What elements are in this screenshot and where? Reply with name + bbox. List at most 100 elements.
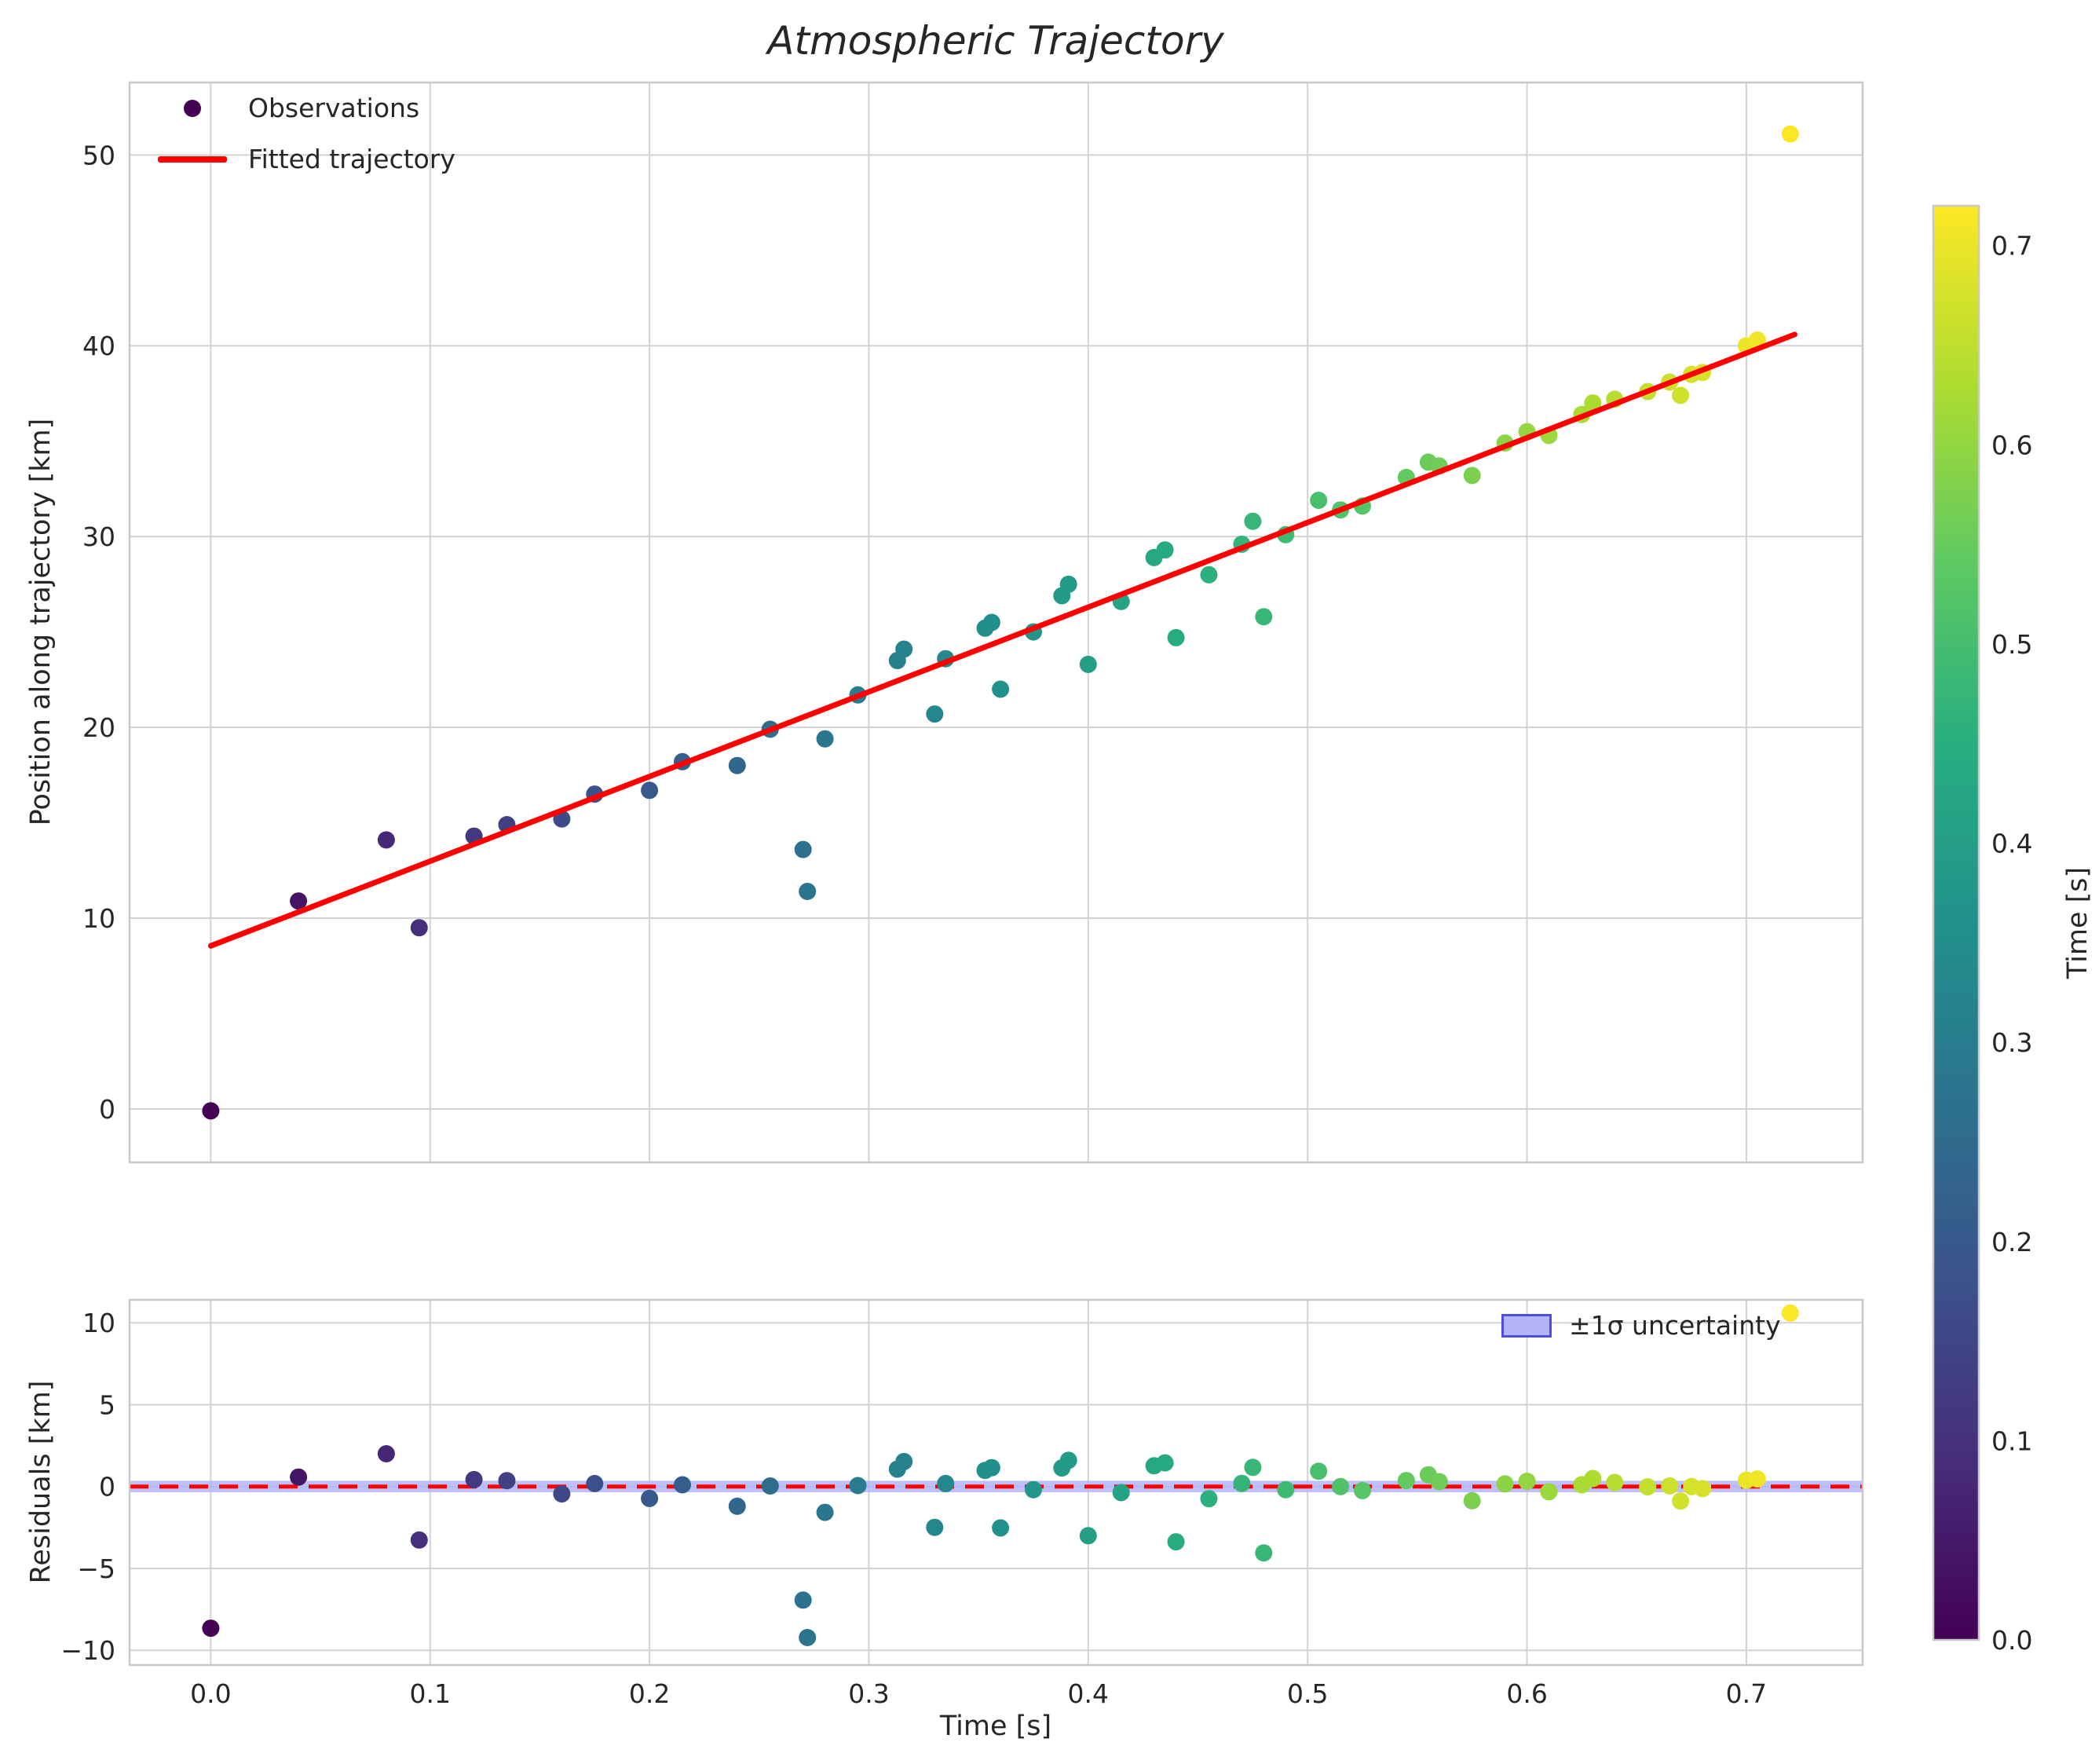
y-tick-label: 5: [99, 1390, 115, 1421]
colorbar-tick-label: 0.0: [1991, 1625, 2032, 1656]
residual-point: [728, 1497, 746, 1515]
x-tick-label: 0.3: [848, 1678, 889, 1709]
legend-main: Observations Fitted trajectory: [157, 93, 455, 174]
legend-item-fitted-trajectory: Fitted trajectory: [157, 144, 455, 174]
residual-point: [1233, 1474, 1251, 1492]
legend-item-observations: Observations: [157, 93, 455, 123]
observation-point: [926, 705, 944, 723]
residual-point: [1255, 1544, 1273, 1562]
residual-point: [377, 1445, 395, 1462]
observation-point: [992, 680, 1010, 698]
y-tick-label: 40: [82, 331, 115, 361]
residual-point: [1059, 1451, 1077, 1469]
residual-point: [982, 1458, 1000, 1477]
x-tick-label: 0.6: [1506, 1678, 1547, 1709]
residual-point: [1156, 1454, 1174, 1472]
residual-point: [1748, 1470, 1766, 1488]
observation-point: [816, 730, 834, 748]
residual-point: [1332, 1477, 1350, 1495]
residual-point: [674, 1476, 691, 1494]
residual-point: [465, 1470, 483, 1488]
residual-point: [1584, 1469, 1602, 1488]
observation-point: [641, 781, 659, 800]
residual-point: [202, 1619, 220, 1638]
residual-point: [1694, 1480, 1712, 1498]
residual-point: [937, 1474, 955, 1492]
fitted-line-icon: [158, 156, 227, 163]
observation-point: [1255, 608, 1273, 626]
observation-point: [895, 640, 913, 658]
residual-point: [1463, 1491, 1481, 1510]
residual-point: [641, 1489, 659, 1507]
residual-point: [290, 1468, 308, 1486]
residual-point: [992, 1519, 1010, 1537]
residual-point: [761, 1477, 779, 1495]
fitted-trajectory-line: [207, 331, 1797, 949]
legend-label-fitted-trajectory: Fitted trajectory: [248, 144, 455, 174]
y-tick-label: 10: [82, 903, 115, 934]
residual-point: [1606, 1473, 1624, 1491]
colorbar-tick-label: 0.2: [1991, 1227, 2032, 1257]
residual-point: [1112, 1484, 1130, 1502]
residual-point: [553, 1485, 571, 1503]
residual-point: [1639, 1478, 1657, 1496]
legend-marker-box: [157, 156, 228, 163]
observation-point: [1781, 125, 1799, 143]
x-tick-label: 0.7: [1726, 1678, 1767, 1709]
residual-point: [799, 1629, 817, 1646]
residual-point: [1781, 1304, 1799, 1322]
residual-point: [586, 1474, 604, 1492]
chart-title: Atmospheric Trajectory: [767, 18, 1224, 64]
legend-label-observations: Observations: [248, 93, 420, 123]
observation-point: [377, 831, 395, 849]
residual-point: [1079, 1527, 1097, 1545]
y-tick-label: −5: [77, 1554, 115, 1584]
colorbar-tick-label: 0.3: [1991, 1027, 2032, 1058]
residual-point: [816, 1503, 834, 1521]
y-tick-label: 10: [82, 1308, 115, 1338]
y-tick-label: −10: [60, 1635, 115, 1666]
legend-label-uncertainty: ±1σ uncertainty: [1569, 1310, 1781, 1341]
colorbar-tick-label: 0.5: [1991, 629, 2032, 660]
observation-point: [1079, 655, 1097, 673]
observation-point: [1244, 512, 1262, 530]
residual-point: [1430, 1473, 1448, 1491]
y-tick-label: 30: [82, 522, 115, 552]
observation-point: [1059, 575, 1077, 593]
residual-point: [926, 1518, 944, 1536]
observation-point: [728, 756, 746, 774]
observation-point: [1584, 394, 1602, 412]
observation-point: [1463, 467, 1481, 485]
observation-point: [1167, 628, 1185, 646]
observation-point: [202, 1102, 220, 1120]
residual-point: [1244, 1458, 1262, 1477]
x-tick-label: 0.5: [1287, 1678, 1328, 1709]
colorbar: [1932, 204, 1980, 1641]
residual-point: [1496, 1475, 1514, 1493]
observation-point: [982, 613, 1000, 631]
residual-point: [410, 1531, 428, 1549]
x-tick-label: 0.1: [409, 1678, 450, 1709]
residual-point: [1354, 1481, 1371, 1499]
colorbar-tick-label: 0.4: [1991, 829, 2032, 859]
residual-point: [1672, 1492, 1690, 1510]
residual-point: [1167, 1533, 1185, 1551]
residual-point: [1025, 1480, 1042, 1499]
residual-point: [895, 1452, 913, 1470]
residual-point: [794, 1591, 812, 1609]
colorbar-label: Time [s]: [2062, 866, 2094, 979]
observation-point: [799, 883, 817, 900]
residual-point: [1540, 1483, 1558, 1501]
residual-point: [498, 1472, 516, 1490]
x-tick-label: 0.4: [1068, 1678, 1109, 1709]
y-axis-label-bottom: Residuals [km]: [25, 1380, 57, 1584]
colorbar-tick-label: 0.7: [1991, 231, 2032, 262]
observation-point: [794, 840, 812, 858]
residual-point: [1661, 1477, 1679, 1495]
residual-point: [1277, 1480, 1295, 1499]
observations-marker-icon: [184, 99, 201, 117]
observation-point: [1156, 541, 1174, 559]
observation-point: [1672, 386, 1690, 404]
observation-point: [290, 892, 308, 910]
